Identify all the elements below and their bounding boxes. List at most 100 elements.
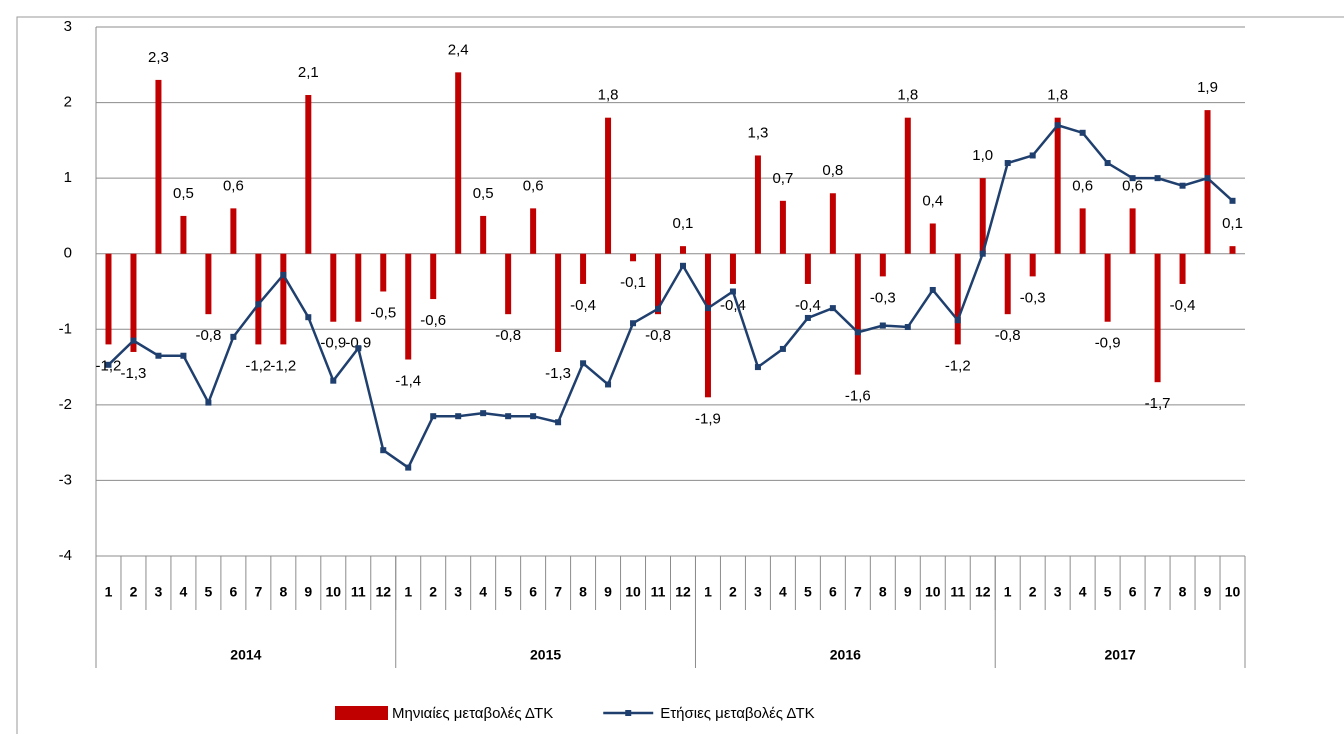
y-tick-label: -1 [59,320,72,337]
bar [580,253,587,284]
x-tick-label: 10 [925,584,941,600]
legend-label: Μηνιαίες μεταβολές ΔΤΚ [392,705,553,722]
x-tick-label: 1 [404,584,412,600]
bar [854,253,861,375]
data-label: -0,4 [570,297,596,314]
bar [480,215,487,254]
x-tick-label: 4 [779,584,787,600]
data-label: 0,6 [223,177,244,194]
marker [430,413,437,420]
marker [704,305,711,312]
marker [230,333,237,340]
group-label: 2017 [1105,647,1136,663]
marker [1204,175,1211,182]
bar [804,253,811,284]
x-tick-label: 11 [950,584,965,600]
marker [804,314,811,321]
bar [605,117,612,254]
data-label: 0,6 [523,177,544,194]
data-label: 1,3 [747,124,768,141]
data-label: -0,4 [795,297,821,314]
bar [180,215,187,254]
marker [1029,152,1036,159]
x-tick-label: 6 [229,584,237,600]
data-label: 0,5 [473,185,494,202]
x-tick-label: 5 [804,584,812,600]
y-tick-label: -3 [59,471,72,488]
data-label: -1,2 [245,357,271,374]
bar [105,253,112,345]
data-label: -0,5 [370,304,396,321]
marker [330,377,337,384]
bar [130,253,137,352]
x-tick-label: 7 [254,584,262,600]
data-label: 1,8 [1047,87,1068,104]
data-label: 0,7 [772,170,793,187]
marker [754,364,761,371]
y-tick-label: -4 [59,547,72,564]
marker [155,352,162,359]
x-tick-label: 9 [304,584,312,600]
marker [854,329,861,336]
bar [1054,117,1061,254]
data-label: -0,8 [195,327,221,344]
data-label: -0,1 [620,274,646,291]
marker [1079,129,1086,136]
bar [829,193,836,254]
bar [305,95,312,254]
data-label: -0,8 [495,327,521,344]
data-label: -1,4 [395,372,421,389]
data-label: -0,9 [320,335,346,352]
bar [155,79,162,254]
line [107,123,1234,470]
x-tick-label: 3 [754,584,762,600]
x-tick-label: 3 [1054,584,1062,600]
bar [205,253,212,315]
marker [455,413,462,420]
bar [455,72,462,254]
data-label: -1,9 [695,410,721,427]
marker [480,410,487,417]
marker [1104,160,1111,167]
data-label: 0,1 [1222,215,1243,232]
bar [879,253,886,277]
bar [679,246,686,254]
data-label: -0,6 [420,312,446,329]
x-tick-label: 5 [1104,584,1112,600]
bar [954,253,961,345]
marker [879,322,886,329]
marker [679,262,686,269]
bar [405,253,412,360]
x-tick-label: 10 [625,584,641,600]
x-tick-label: 8 [279,584,287,600]
data-label: 2,3 [148,49,169,66]
bar [1154,253,1161,383]
bar [929,223,936,254]
data-label: -1,3 [121,365,147,382]
x-tick-label: 3 [155,584,163,600]
x-tick-label: 10 [1225,584,1241,600]
x-tick-label: 10 [326,584,342,600]
x-tick-label: 2 [729,584,737,600]
marker [979,250,986,257]
bar [355,253,362,322]
marker [904,324,911,331]
marker [305,314,312,321]
marker [655,305,662,312]
bar [979,178,986,254]
data-label: 1,8 [598,87,619,104]
data-label: 0,6 [1072,177,1093,194]
bar [904,117,911,254]
x-tick-label: 7 [554,584,562,600]
data-label: -0,4 [720,297,746,314]
data-label: -0,3 [1020,289,1046,306]
x-tick-label: 7 [1154,584,1162,600]
legend-label: Ετήσιες μεταβολές ΔΤΚ [660,705,814,722]
bar [1104,253,1111,322]
x-tick-label: 2 [1029,584,1037,600]
data-label: 2,4 [448,41,469,58]
marker [1054,122,1061,129]
group-label: 2015 [530,647,561,663]
data-label: -0,9 [1095,335,1121,352]
x-tick-label: 8 [879,584,887,600]
